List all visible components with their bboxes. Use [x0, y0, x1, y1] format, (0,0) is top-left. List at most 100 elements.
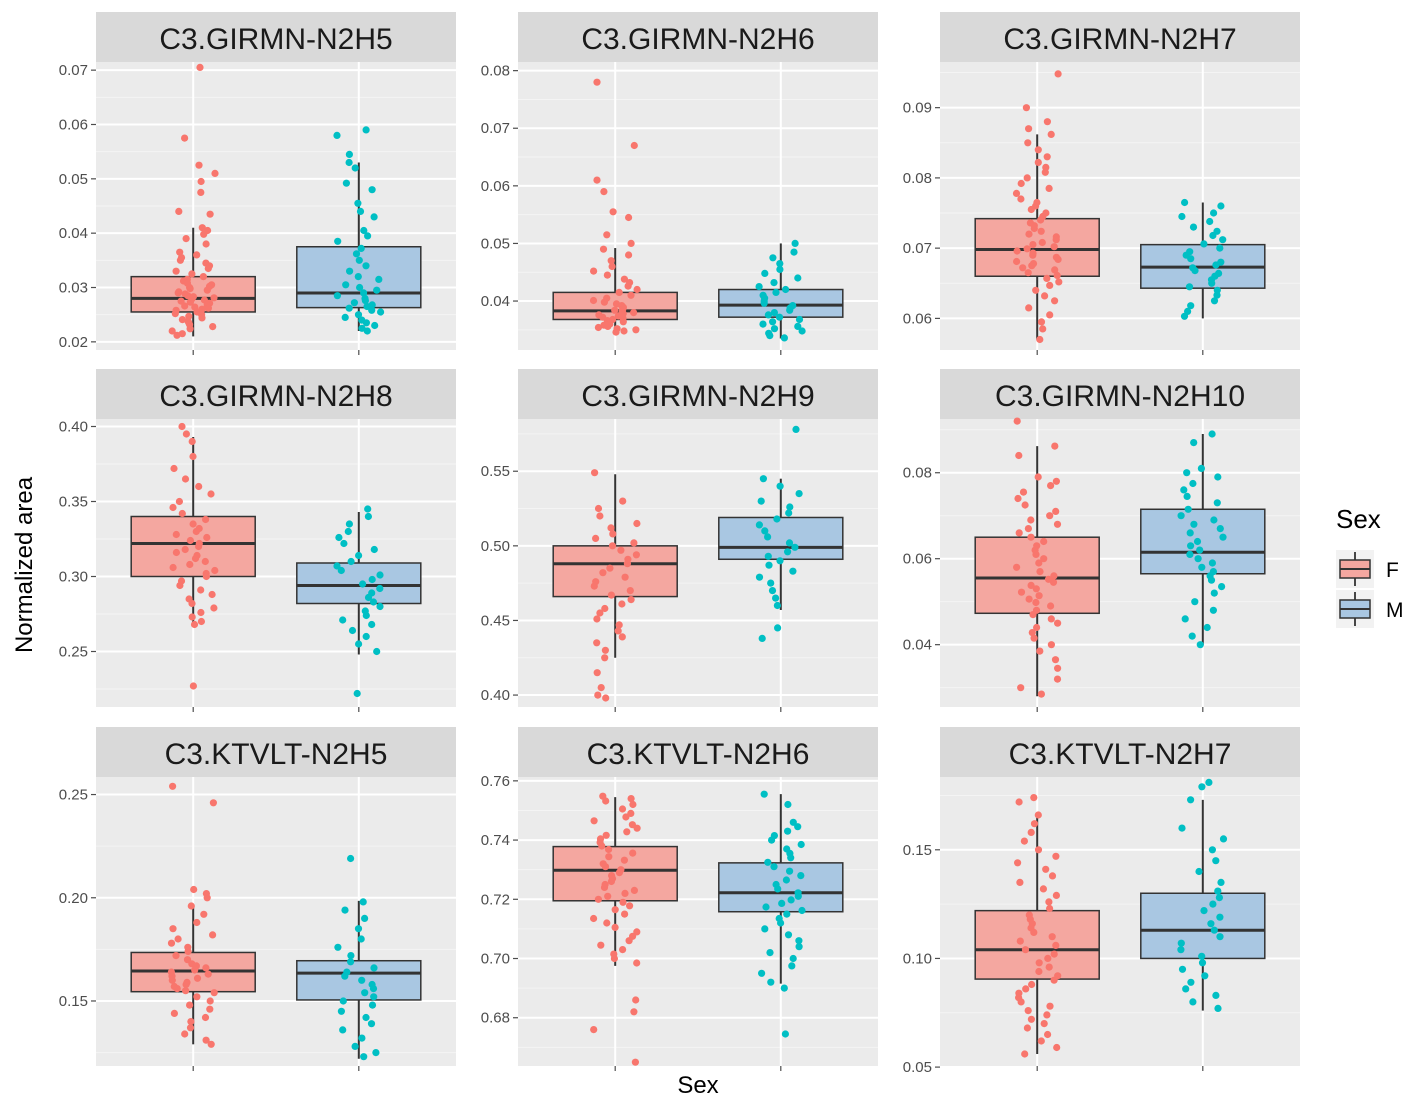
data-point [600, 883, 609, 892]
data-point [178, 509, 186, 518]
data-point [1183, 492, 1191, 500]
facet-strip [518, 12, 878, 62]
data-point [189, 452, 197, 461]
data-point [593, 78, 601, 86]
data-point [1045, 184, 1053, 192]
data-point [355, 256, 363, 264]
y-tick-label: 0.25 [59, 644, 88, 661]
data-point [1047, 130, 1055, 138]
data-point [630, 539, 638, 547]
facet-panel: C3.GIRMN-N2H7 0.06 0.07 0.08 0.09 [903, 12, 1300, 355]
data-point [1014, 494, 1022, 503]
data-point [209, 799, 217, 807]
data-point [604, 322, 612, 330]
data-point [605, 845, 613, 854]
data-point [798, 327, 806, 335]
data-point [1046, 904, 1054, 913]
data-point [203, 286, 211, 294]
data-point [368, 186, 376, 194]
data-point [175, 497, 183, 506]
data-point [339, 997, 347, 1005]
data-point [341, 906, 349, 914]
data-point [632, 326, 640, 334]
data-point [361, 989, 369, 997]
y-tick-label: 0.76 [481, 773, 510, 790]
data-point [794, 892, 802, 900]
data-point [197, 586, 205, 594]
data-point [1197, 464, 1205, 472]
data-point [601, 646, 610, 654]
data-point [1210, 209, 1218, 217]
data-point [618, 633, 626, 641]
data-point [590, 267, 598, 275]
data-point [759, 475, 768, 483]
data-point [373, 286, 381, 294]
data-point [198, 314, 206, 322]
data-point [352, 250, 361, 258]
data-point [599, 245, 608, 253]
data-point [345, 150, 353, 158]
data-point [602, 831, 610, 839]
data-point [208, 590, 216, 599]
data-point [375, 275, 383, 283]
data-point [787, 896, 795, 904]
facet-strip [96, 369, 456, 419]
data-point [1015, 529, 1023, 537]
data-point [780, 984, 788, 992]
series-M [718, 243, 844, 339]
data-point [794, 322, 802, 330]
facet-strip-title: C3.GIRMN-N2H5 [159, 23, 392, 56]
data-point [617, 546, 625, 554]
data-point [590, 914, 598, 923]
y-tick-label: 0.09 [903, 100, 932, 117]
data-point [621, 910, 629, 918]
data-point [199, 273, 207, 281]
data-point [169, 925, 177, 933]
box [1140, 508, 1266, 575]
data-point [1025, 230, 1033, 238]
data-point [1055, 278, 1063, 286]
y-tick-label: 0.06 [59, 116, 88, 133]
data-point [593, 615, 601, 623]
y-tick-label: 0.08 [903, 465, 932, 482]
data-point [759, 320, 767, 328]
data-point [623, 828, 631, 836]
data-point [1209, 606, 1217, 614]
data-point [609, 208, 617, 216]
data-point [1188, 632, 1196, 640]
data-point [362, 611, 370, 620]
facet-strip-title: C3.GIRMN-N2H8 [159, 380, 392, 413]
data-point [357, 935, 365, 943]
data-point [193, 993, 201, 1001]
data-point [210, 604, 218, 612]
data-point [1034, 158, 1042, 166]
panel-background [96, 777, 456, 1066]
y-tick-label: 0.50 [481, 538, 510, 555]
data-point [1182, 985, 1190, 993]
data-point [594, 895, 603, 903]
data-point [339, 616, 347, 624]
data-point [206, 997, 214, 1005]
data-point [1052, 236, 1060, 244]
data-point [597, 684, 605, 692]
data-point [602, 694, 610, 702]
data-point [1052, 941, 1060, 950]
data-point [1014, 859, 1022, 867]
data-point [1032, 550, 1040, 559]
data-point [1025, 304, 1033, 312]
facet-strip [518, 369, 878, 419]
facet-strip [96, 727, 456, 777]
data-point [1044, 1030, 1052, 1039]
data-point [1037, 227, 1045, 235]
facet-strip [96, 12, 456, 62]
data-point [174, 289, 182, 297]
data-point [340, 539, 348, 548]
data-point [347, 952, 355, 960]
data-point [176, 256, 184, 264]
data-point [359, 898, 367, 906]
data-point [1046, 311, 1054, 319]
data-point [1045, 898, 1053, 906]
data-point [1210, 926, 1218, 934]
points-M [334, 854, 380, 1061]
data-point [362, 1013, 370, 1022]
